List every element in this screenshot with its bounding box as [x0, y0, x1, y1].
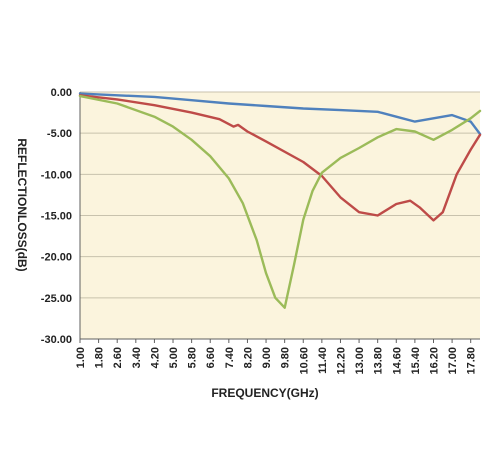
grid-layer	[80, 91, 480, 299]
x-tick-label: 3.40	[131, 347, 143, 368]
x-tick-label: 10.60	[298, 347, 310, 375]
x-tick-label: 8.20	[242, 347, 254, 368]
series-line-1	[78, 92, 482, 136]
y-tick-labels: 0.00 -5.00 -10.00 -15.00 -20.00 -25.00 -30.00	[41, 87, 72, 346]
y-tick-label: 0.00	[51, 87, 72, 99]
x-tick-label: 9.80	[280, 347, 292, 368]
x-tick-label: 7.40	[224, 347, 236, 368]
x-tick-label: 4.20	[149, 347, 161, 368]
x-tick-label: 17.80	[466, 347, 478, 375]
x-tick-label: 9.00	[261, 347, 273, 368]
x-tick-label: 13.80	[373, 347, 385, 375]
x-tick-label: 6.60	[205, 347, 217, 368]
y-tick-label: -30.00	[41, 334, 72, 346]
y-tick-label: -5.00	[47, 128, 72, 140]
series-line-3	[78, 94, 482, 309]
x-tick-label: 14.60	[391, 347, 403, 375]
y-tick-label: -20.00	[41, 252, 72, 264]
series-layer	[78, 92, 482, 309]
x-tick-label: 5.80	[187, 347, 199, 368]
y-tick-label: -15.00	[41, 211, 72, 223]
x-tick-label: 17.00	[447, 347, 459, 375]
x-axis-title: FREQUENCY(GHz)	[211, 386, 318, 400]
x-tick-label: 5.00	[168, 347, 180, 368]
x-tick-label: 15.40	[410, 347, 422, 375]
y-axis-title: REFLECTIONLOSS(dB)	[15, 138, 29, 271]
x-tick-labels: 1.00 1.80 2.60 3.40 4.20 5.00 5.80 6.60 7.40 8.20…	[75, 347, 478, 375]
x-tick-label: 16.20	[428, 347, 440, 375]
x-tick-label: 11.40	[317, 347, 329, 374]
axis-layer	[79, 92, 480, 343]
x-tick-label: 2.60	[112, 347, 124, 368]
series-line-2	[78, 94, 482, 222]
y-tick-label: -10.00	[41, 169, 72, 181]
x-tick-label: 12.20	[335, 347, 347, 375]
y-tick-label: -25.00	[41, 293, 72, 305]
x-tick-label: 1.80	[94, 347, 106, 368]
x-tick-label: 1.00	[75, 347, 87, 368]
x-tick-label: 13.00	[354, 347, 366, 375]
